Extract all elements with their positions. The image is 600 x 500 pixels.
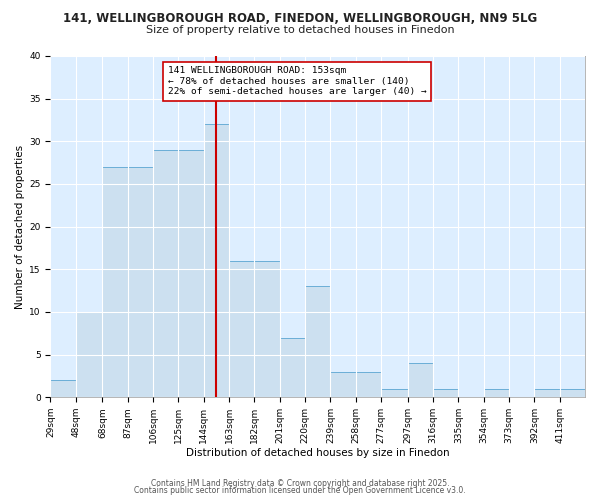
Text: Contains public sector information licensed under the Open Government Licence v3: Contains public sector information licen… <box>134 486 466 495</box>
Bar <box>305 286 331 397</box>
Bar <box>50 380 76 397</box>
Text: 141, WELLINGBOROUGH ROAD, FINEDON, WELLINGBOROUGH, NN9 5LG: 141, WELLINGBOROUGH ROAD, FINEDON, WELLI… <box>63 12 537 26</box>
Bar <box>280 338 305 397</box>
Bar <box>484 388 509 397</box>
Bar <box>103 167 128 397</box>
Bar <box>204 124 229 397</box>
Text: Size of property relative to detached houses in Finedon: Size of property relative to detached ho… <box>146 25 454 35</box>
Bar <box>229 260 254 397</box>
Bar <box>433 388 458 397</box>
Bar <box>128 167 153 397</box>
Bar <box>356 372 381 397</box>
Bar <box>407 363 433 397</box>
Bar <box>178 150 204 397</box>
Bar <box>535 388 560 397</box>
Bar <box>76 312 103 397</box>
Y-axis label: Number of detached properties: Number of detached properties <box>15 144 25 308</box>
Bar <box>331 372 356 397</box>
Bar <box>254 260 280 397</box>
Bar <box>560 388 585 397</box>
Text: Contains HM Land Registry data © Crown copyright and database right 2025.: Contains HM Land Registry data © Crown c… <box>151 478 449 488</box>
X-axis label: Distribution of detached houses by size in Finedon: Distribution of detached houses by size … <box>186 448 449 458</box>
Bar <box>381 388 407 397</box>
Text: 141 WELLINGBOROUGH ROAD: 153sqm
← 78% of detached houses are smaller (140)
22% o: 141 WELLINGBOROUGH ROAD: 153sqm ← 78% of… <box>168 66 427 96</box>
Bar <box>153 150 178 397</box>
